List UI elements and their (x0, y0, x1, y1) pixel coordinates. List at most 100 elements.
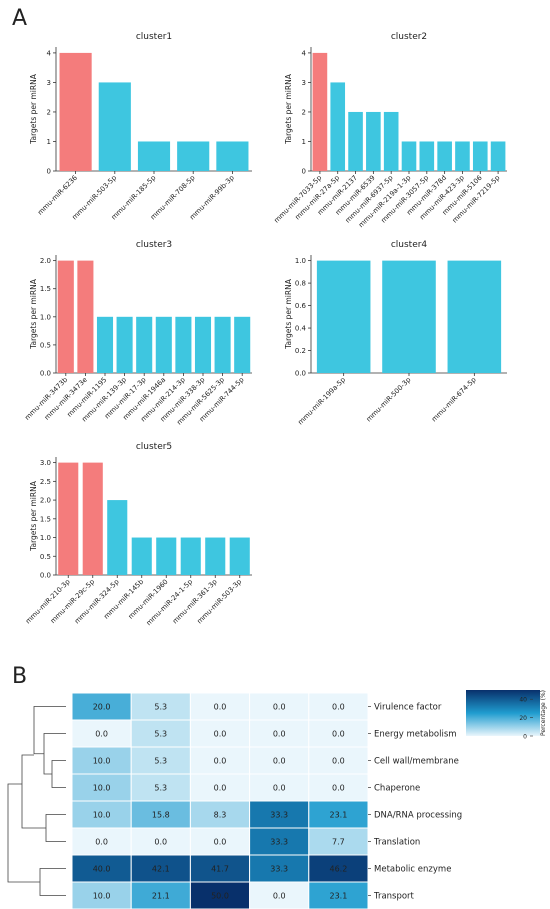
heatmap-row-label: Chaperone (374, 784, 420, 794)
heatmap-cell (130, 746, 191, 775)
heatmap-cell (249, 827, 310, 856)
bar-mmu-miR-1960 (156, 537, 177, 575)
heatmap-cell (130, 881, 191, 909)
y-axis-label: Targets per miRNA (29, 278, 38, 350)
bar-mmu-miR-199a-5p (316, 260, 371, 373)
bar-mmu-miR-99b-3p (216, 141, 249, 171)
row-dendrogram (7, 706, 66, 896)
dendrogram-branch (51, 760, 66, 788)
bar-mmu-miR-361-3p (205, 537, 226, 575)
panel-b-label: B (12, 664, 27, 689)
y-axis-label: Targets per miRNA (284, 278, 293, 350)
heatmap-cell (249, 719, 310, 748)
bar-mmu-miR-1195 (96, 316, 114, 373)
bar-mmu-miR-214-3p (175, 316, 192, 373)
heatmap-cell-value: 42.1 (152, 865, 170, 874)
x-tick-label: mmu-miR-199a-5p (296, 376, 347, 427)
heatmap-cell-value: 0.0 (154, 838, 167, 847)
x-tick-label: mmu-miR-210-3p (24, 578, 72, 626)
bar-mmu-miR-503-3p (229, 537, 250, 575)
y-tick-label: 0 (47, 168, 51, 176)
y-tick-label: 1 (302, 138, 306, 146)
heatmap-cell (189, 719, 251, 748)
heatmap-cell-value: 23.1 (329, 811, 347, 820)
heatmap-cell-value: 0.0 (273, 730, 286, 739)
bar-mmu-miR-3473b (57, 260, 74, 373)
heatmap-cell (189, 881, 251, 909)
bar-mmu-miR-2137 (348, 111, 363, 171)
y-tick-label: 2 (47, 108, 51, 116)
y-tick-label: 1.0 (40, 534, 51, 542)
heatmap-cell (130, 827, 191, 856)
heatmap-cell-value: 10.0 (93, 757, 111, 766)
x-tick-label: mmu-miR-324-5p (73, 578, 121, 626)
y-tick-label: 3 (302, 79, 306, 87)
heatmap-cell-value: 0.0 (214, 838, 227, 847)
bar-mmu-miR-7219-5p (490, 141, 506, 171)
heatmap-row-label: Energy metabolism (374, 730, 457, 740)
bar-mmu-miR-3473e (77, 260, 94, 373)
heatmap-group: 20.0 5.3 0.0 0.0 0.0 Virulence factor 0.0 5.3 0.… (7, 690, 547, 909)
heatmap-cell-value: 0.0 (273, 703, 286, 712)
heatmap-cell-value: 0.0 (332, 757, 345, 766)
bar-mmu-miR-324-5p (107, 500, 128, 575)
bar-mmu-miR-29c-5p (82, 462, 103, 575)
y-axis-label: Targets per miRNA (29, 480, 38, 552)
y-tick-label: 0.0 (40, 572, 51, 580)
bar-charts-group: cluster1 Targets per miRNA 0 1 2 3 4 mmu-miR-62… (23, 32, 507, 627)
y-tick-label: 0 (302, 168, 306, 176)
y-tick-label: 0.8 (295, 280, 306, 288)
bar-mmu-miR-185-5p (137, 141, 171, 171)
bar-mmu-miR-210-3p (58, 462, 79, 575)
bar-mmu-miR-3057-5p (419, 141, 435, 171)
y-tick-label: 0.0 (295, 370, 306, 378)
heatmap-cell-value: 0.0 (332, 784, 345, 793)
heatmap-cell-value: 33.3 (270, 865, 288, 874)
heatmap-cell-value: 0.0 (273, 757, 286, 766)
chart-title: cluster1 (136, 32, 172, 42)
heatmap-cell-value: 5.3 (154, 757, 167, 766)
y-tick-label: 2.0 (40, 497, 51, 505)
heatmap-cell (189, 773, 251, 802)
colorbar-label: Percentage (%) (540, 690, 547, 736)
heatmap-cell-value: 5.3 (154, 730, 167, 739)
heatmap-row-label: Cell wall/membrane (374, 757, 459, 767)
heatmap-cell-value: 7.7 (332, 838, 345, 847)
y-tick-label: 0.6 (295, 302, 307, 310)
y-tick-label: 2 (302, 108, 306, 116)
chart-title: cluster4 (391, 240, 428, 250)
bar-mmu-miR-6236 (59, 52, 92, 171)
heatmap-cell (189, 800, 251, 829)
y-tick-label: 1.0 (295, 257, 306, 265)
heatmap-cell-value: 15.8 (152, 811, 170, 820)
bar-mmu-miR-378d (437, 141, 452, 171)
bar-mmu-miR-145b (131, 537, 152, 575)
x-tick-label: mmu-miR-99b-3p (188, 174, 236, 222)
bar-mmu-miR-674-5p (447, 260, 502, 373)
x-tick-label: mmu-miR-24-1-5p (145, 578, 194, 627)
bar-mmu-miR-6937-5p (383, 111, 399, 171)
heatmap-cell (308, 773, 369, 802)
bar-chart-cluster4: cluster4 Targets per miRNA 0.0 0.2 0.4 0.6 0.8… (284, 240, 507, 426)
heatmap-cell (71, 719, 132, 748)
dendrogram-branch (7, 783, 40, 883)
chart-title: cluster5 (136, 442, 172, 452)
bar-mmu-miR-219a-1-3p (401, 141, 417, 171)
heatmap-cell-value: 50.0 (211, 892, 229, 901)
bar-chart-cluster1: cluster1 Targets per miRNA 0 1 2 3 4 mmu-miR-62… (29, 32, 252, 221)
heatmap-row-label: DNA/RNA processing (374, 811, 462, 821)
heatmap-cell (249, 692, 310, 721)
bar-mmu-miR-24-1-5p (180, 537, 201, 575)
colorbar (466, 690, 540, 736)
dendrogram-branch (33, 706, 66, 755)
y-tick-label: 2.5 (40, 478, 51, 486)
heatmap-cell (71, 881, 132, 909)
y-tick-label: 1.0 (40, 313, 51, 321)
y-tick-label: 2.0 (40, 257, 51, 265)
heatmap-cell-value: 33.3 (270, 838, 288, 847)
x-tick-label: mmu-miR-6236 (36, 174, 79, 217)
heatmap-cell-value: 40.0 (93, 865, 111, 874)
chart-title: cluster3 (136, 240, 172, 250)
bar-mmu-miR-7033-5p (312, 52, 328, 171)
heatmap-cell-value: 0.0 (214, 784, 227, 793)
